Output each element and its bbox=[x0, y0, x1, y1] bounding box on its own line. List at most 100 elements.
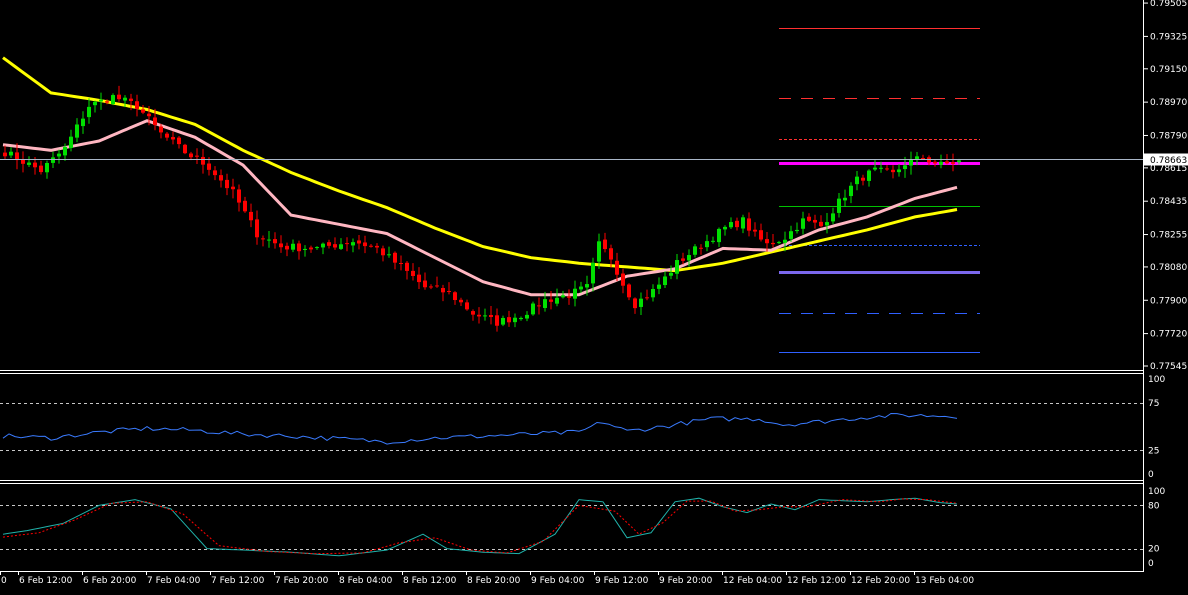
candle-body bbox=[801, 218, 805, 229]
time-axis: 0 6 Feb 12:00 6 Feb 20:00 7 Feb 04:00 7 Feb … bbox=[0, 571, 974, 586]
candle bbox=[525, 311, 529, 322]
candle-body bbox=[765, 239, 769, 244]
candle-body bbox=[549, 299, 553, 302]
candle-body bbox=[15, 152, 19, 161]
candle-body bbox=[327, 242, 331, 246]
candle-body bbox=[459, 299, 463, 303]
candle-body bbox=[369, 245, 373, 247]
candle bbox=[339, 238, 343, 250]
candle-body bbox=[243, 200, 247, 212]
candle bbox=[933, 158, 937, 167]
candle bbox=[513, 313, 517, 328]
candle bbox=[333, 237, 337, 250]
candle-body bbox=[177, 137, 181, 145]
candle-body bbox=[783, 239, 787, 243]
ma-slow-line bbox=[2, 56, 958, 273]
candle-body bbox=[729, 222, 733, 228]
candle-body bbox=[735, 220, 739, 228]
candle-body bbox=[75, 124, 79, 138]
stoch-tick-label: 0 bbox=[1148, 559, 1154, 569]
candle-body bbox=[159, 126, 163, 133]
candle-body bbox=[405, 262, 409, 271]
candle bbox=[609, 244, 613, 268]
candle-body bbox=[339, 244, 343, 249]
candle bbox=[231, 178, 235, 199]
candle bbox=[687, 249, 691, 267]
time-tick-label: 7 Feb 12:00 bbox=[211, 576, 265, 586]
candle-body bbox=[711, 240, 715, 242]
candle bbox=[705, 234, 709, 252]
candle-body bbox=[147, 113, 151, 117]
candle bbox=[321, 242, 325, 255]
candle-body bbox=[213, 170, 217, 176]
candle-body bbox=[387, 254, 391, 256]
price-tick-label: 0.78790 bbox=[1150, 131, 1187, 141]
candle bbox=[123, 95, 127, 108]
candle-body bbox=[285, 245, 289, 250]
time-tick-label: 12 Feb 04:00 bbox=[723, 576, 782, 586]
candle-body bbox=[561, 295, 565, 298]
time-tick-label: 6 Feb 20:00 bbox=[83, 576, 137, 586]
candle bbox=[441, 284, 445, 302]
candle bbox=[759, 223, 763, 242]
candle bbox=[771, 233, 775, 248]
candle bbox=[921, 154, 925, 160]
candle bbox=[63, 143, 67, 161]
candle-body bbox=[609, 248, 613, 260]
candle bbox=[195, 148, 199, 165]
candle-body bbox=[657, 284, 661, 289]
candle-body bbox=[753, 229, 757, 232]
candle bbox=[693, 244, 697, 258]
candle-body bbox=[819, 221, 823, 227]
candle bbox=[531, 301, 535, 316]
candle bbox=[873, 159, 877, 172]
candle bbox=[9, 147, 13, 159]
candle bbox=[171, 131, 175, 145]
candle-body bbox=[957, 160, 961, 163]
candle-body bbox=[585, 284, 589, 288]
candle bbox=[117, 85, 121, 102]
candle bbox=[351, 238, 355, 253]
candle-body bbox=[399, 263, 403, 265]
candle bbox=[477, 307, 481, 324]
candle-body bbox=[507, 317, 511, 323]
candle bbox=[555, 288, 559, 307]
candle bbox=[627, 283, 631, 301]
candle bbox=[147, 106, 151, 126]
candle bbox=[207, 157, 211, 176]
candle-body bbox=[39, 165, 43, 173]
candle bbox=[645, 289, 649, 301]
candle-body bbox=[435, 285, 439, 287]
candle-body bbox=[579, 286, 583, 290]
candle-body bbox=[843, 197, 847, 201]
candle-body bbox=[495, 315, 499, 326]
candle bbox=[225, 173, 229, 196]
candle bbox=[153, 108, 157, 131]
candle-body bbox=[525, 314, 529, 319]
candle-body bbox=[231, 186, 235, 190]
candle bbox=[567, 289, 571, 305]
candle bbox=[891, 165, 895, 179]
candle bbox=[99, 92, 103, 110]
candle-body bbox=[267, 239, 271, 241]
candle-body bbox=[537, 305, 541, 307]
candle-body bbox=[393, 252, 397, 263]
stoch-tick-label: 100 bbox=[1148, 487, 1165, 497]
candle-body bbox=[297, 243, 301, 252]
candle bbox=[81, 111, 85, 134]
candle bbox=[597, 233, 601, 269]
candle bbox=[621, 268, 625, 294]
candle bbox=[141, 104, 145, 115]
candle-body bbox=[777, 242, 781, 244]
candle bbox=[909, 151, 913, 175]
candle bbox=[465, 299, 469, 311]
candle-body bbox=[345, 243, 349, 245]
candle bbox=[183, 143, 187, 155]
candle bbox=[243, 196, 247, 213]
candle-body bbox=[669, 272, 673, 276]
candle bbox=[603, 232, 607, 253]
candle bbox=[213, 166, 217, 181]
candle bbox=[669, 265, 673, 280]
candle bbox=[615, 252, 619, 282]
rsi-tick-label: 0 bbox=[1148, 470, 1154, 480]
